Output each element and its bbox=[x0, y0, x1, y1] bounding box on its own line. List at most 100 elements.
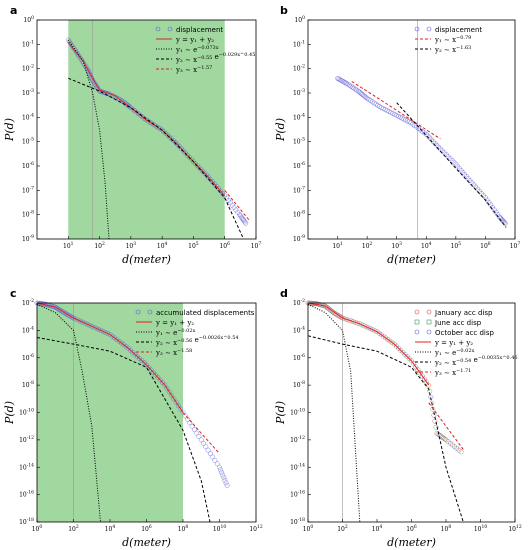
data-point bbox=[447, 155, 453, 161]
y-tick-label: 10-9 bbox=[293, 234, 305, 243]
y-tick-label: 10-18 bbox=[19, 517, 34, 526]
data-point bbox=[67, 313, 73, 319]
data-point bbox=[73, 316, 79, 322]
data-point bbox=[427, 135, 433, 141]
x-tick-label: 105 bbox=[188, 241, 199, 250]
data-point bbox=[169, 136, 174, 142]
data-point bbox=[359, 322, 365, 328]
data-point bbox=[425, 133, 431, 139]
data-point bbox=[190, 159, 196, 165]
data-point bbox=[61, 310, 67, 316]
data-point bbox=[241, 218, 247, 224]
y-axis-label: P(d) bbox=[274, 118, 287, 142]
x-tick-label: 106 bbox=[480, 241, 491, 250]
legend-marker bbox=[414, 319, 420, 325]
data-point bbox=[350, 319, 356, 325]
data-point bbox=[170, 138, 176, 143]
y-tick-label: 10-4 bbox=[22, 325, 34, 334]
data-point bbox=[368, 326, 373, 332]
data-point bbox=[342, 316, 348, 322]
y-tick-label: 10-18 bbox=[290, 517, 305, 526]
data-point bbox=[91, 324, 97, 330]
data-point bbox=[194, 163, 200, 169]
data-point bbox=[161, 129, 167, 135]
x-tick-label: 1012 bbox=[249, 524, 263, 533]
data-point bbox=[180, 410, 186, 415]
x-tick-label: 102 bbox=[68, 524, 79, 533]
legend-marker bbox=[414, 309, 420, 315]
y-tick-label: 10-3 bbox=[22, 88, 34, 97]
y-tick-label: 10-6 bbox=[22, 161, 34, 170]
x-tick-label: 100 bbox=[32, 524, 43, 533]
data-point bbox=[100, 328, 106, 334]
x-tick-label: 106 bbox=[141, 524, 152, 533]
data-point bbox=[80, 319, 86, 325]
series-line-fit bbox=[307, 302, 430, 386]
data-point bbox=[75, 317, 81, 323]
legend-marker bbox=[155, 26, 161, 32]
series-line-dashdot bbox=[67, 39, 110, 240]
y-axis-label: P(d) bbox=[274, 401, 287, 425]
data-point bbox=[66, 312, 72, 318]
x-tick-label: 100 bbox=[303, 524, 314, 533]
y-tick-label: 10-8 bbox=[293, 210, 305, 219]
panel-letter: b bbox=[280, 4, 288, 17]
legend-entry: y₂ ∼ x−0.54 e−0.0035x^0.46 bbox=[434, 354, 518, 367]
x-axis-label: d(meter) bbox=[387, 536, 436, 549]
data-point bbox=[365, 325, 371, 331]
series-line-dash-red bbox=[351, 80, 441, 140]
y-tick-label: 10-10 bbox=[290, 408, 305, 417]
y-tick-label: 10-1 bbox=[293, 39, 305, 48]
data-point bbox=[223, 480, 229, 486]
y-tick-label: 10-2 bbox=[22, 64, 34, 73]
y-tick-label: 10-9 bbox=[22, 234, 34, 243]
y-tick-label: 10-14 bbox=[19, 462, 34, 471]
y-tick-label: 10-8 bbox=[293, 380, 305, 389]
y-tick-label: 10-10 bbox=[19, 408, 34, 417]
y-tick-label: 10-4 bbox=[22, 112, 34, 121]
y-tick-label: 10-7 bbox=[293, 185, 305, 194]
y-tick-label: 10-16 bbox=[290, 490, 305, 499]
y-axis-label: P(d) bbox=[3, 401, 16, 425]
data-point bbox=[346, 317, 352, 323]
data-point bbox=[449, 157, 455, 163]
panel-d: d 100 102 104 106 108 1010 1012 10-2 10-4 10-6 10-8… bbox=[274, 287, 522, 549]
data-point bbox=[98, 327, 104, 333]
x-tick-label: 1010 bbox=[213, 524, 227, 533]
data-point bbox=[207, 451, 213, 457]
x-tick-label: 106 bbox=[219, 241, 230, 250]
data-point bbox=[493, 209, 499, 215]
legend-entry: y₁ ∼ e−0.073x bbox=[175, 45, 219, 54]
series-line-dashdot bbox=[307, 303, 361, 523]
data-point bbox=[62, 310, 68, 316]
panel-letter: a bbox=[10, 4, 17, 17]
data-point bbox=[202, 170, 208, 176]
y-tick-label: 10-16 bbox=[19, 490, 34, 499]
data-point bbox=[166, 389, 172, 395]
data-point bbox=[167, 134, 173, 140]
data-point bbox=[68, 314, 74, 320]
data-point bbox=[172, 139, 178, 145]
series-line-dash-red bbox=[182, 412, 220, 454]
y-axis-label: P(d) bbox=[3, 118, 16, 142]
y-tick-label: 100 bbox=[294, 15, 305, 24]
x-tick-label: 102 bbox=[362, 241, 373, 250]
legend-marker bbox=[147, 309, 153, 315]
data-point bbox=[210, 454, 216, 460]
x-tick-label: 108 bbox=[441, 524, 452, 533]
x-tick-label: 102 bbox=[94, 241, 105, 250]
panel-b: b 101 102 103 104 105 106 107 100 10-1 10-2 10-3 10-… bbox=[274, 4, 520, 266]
data-point bbox=[65, 312, 70, 318]
legend-entry: y₂ ∼ x−0.55 e−0.029x^0.45 bbox=[175, 51, 255, 64]
data-point bbox=[164, 386, 170, 391]
x-tick-label: 101 bbox=[63, 241, 74, 250]
y-tick-label: 10-2 bbox=[22, 298, 34, 307]
data-point bbox=[370, 327, 376, 333]
data-point bbox=[200, 168, 206, 174]
x-tick-label: 105 bbox=[451, 241, 462, 250]
data-point bbox=[372, 328, 378, 334]
panel-letter: c bbox=[10, 287, 17, 300]
legend-entry: October acc disp bbox=[435, 329, 494, 337]
legend-entry: y₃ ∼ x−1.58 bbox=[155, 348, 192, 357]
